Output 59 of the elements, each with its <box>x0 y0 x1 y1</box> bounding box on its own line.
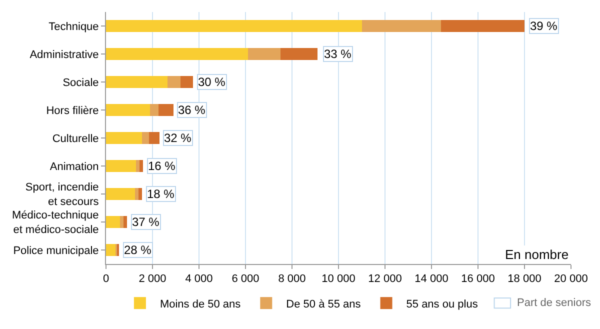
y-tick-label: Sport, incendie et secours <box>25 182 100 208</box>
y-tick-label: Hors filière <box>46 104 99 117</box>
bar <box>106 132 142 144</box>
bar <box>168 76 180 88</box>
annotation: 32 % <box>164 131 192 145</box>
bar <box>158 104 174 116</box>
bar <box>150 104 158 116</box>
bar <box>135 188 139 200</box>
bar <box>362 20 441 32</box>
annotation: 16 % <box>148 159 176 173</box>
text: Part de seniors <box>517 297 592 309</box>
annotation: 33 % <box>324 47 352 61</box>
y-tick-label: Médico-technique et médico-sociale <box>12 210 99 236</box>
annotation: 30 % <box>198 75 226 89</box>
annotation: 18 % <box>147 187 175 201</box>
bar <box>280 48 318 60</box>
x-tick-label: 8 000 <box>278 273 306 286</box>
legend-label: Moins de 50 ans <box>160 298 242 310</box>
y-tick-label: Culturelle <box>52 132 99 145</box>
annotation: En nombre <box>505 247 569 262</box>
legend-label: De 50 à 55 ans <box>286 298 362 310</box>
x-tick-label: 2 000 <box>138 273 166 286</box>
bar <box>248 48 280 60</box>
y-tick-label: Technique <box>48 20 99 33</box>
x-tick-label: 18 000 <box>508 273 542 286</box>
bar <box>106 160 136 172</box>
bar <box>106 244 116 256</box>
x-tick-label: 12 000 <box>368 273 402 286</box>
bar <box>120 216 124 228</box>
bar <box>136 160 140 172</box>
y-tick-label: Sociale <box>62 76 99 89</box>
bar <box>149 132 160 144</box>
bar <box>138 188 142 200</box>
x-tick-label: 6 000 <box>232 273 260 286</box>
x-tick-label: 4 000 <box>185 273 213 286</box>
y-tick-label: Animation <box>50 160 99 173</box>
x-tick-label: 16 000 <box>461 273 495 286</box>
bar <box>180 76 194 88</box>
bar <box>106 188 136 200</box>
x-tick-label: 10 000 <box>322 273 356 286</box>
legend-label: 55 ans ou plus <box>406 298 478 310</box>
x-tick-label: 0 <box>102 273 110 286</box>
bar <box>140 160 144 172</box>
annotation: 37 % <box>132 215 160 229</box>
y-tick-label: Police municipale <box>13 244 99 257</box>
bar <box>106 216 120 228</box>
bar <box>106 48 248 60</box>
bar <box>142 132 150 144</box>
x-tick-label: 20 000 <box>554 273 588 286</box>
bar <box>106 104 150 116</box>
y-tick-label: Administrative <box>30 48 99 61</box>
bar <box>106 76 168 88</box>
x-tick-label: 14 000 <box>414 273 448 286</box>
bar <box>106 20 362 32</box>
annotation: 39 % <box>530 19 558 33</box>
annotation: 28 % <box>124 243 152 257</box>
annotation: 36 % <box>178 103 206 117</box>
bar <box>123 216 127 228</box>
bar <box>440 20 524 32</box>
